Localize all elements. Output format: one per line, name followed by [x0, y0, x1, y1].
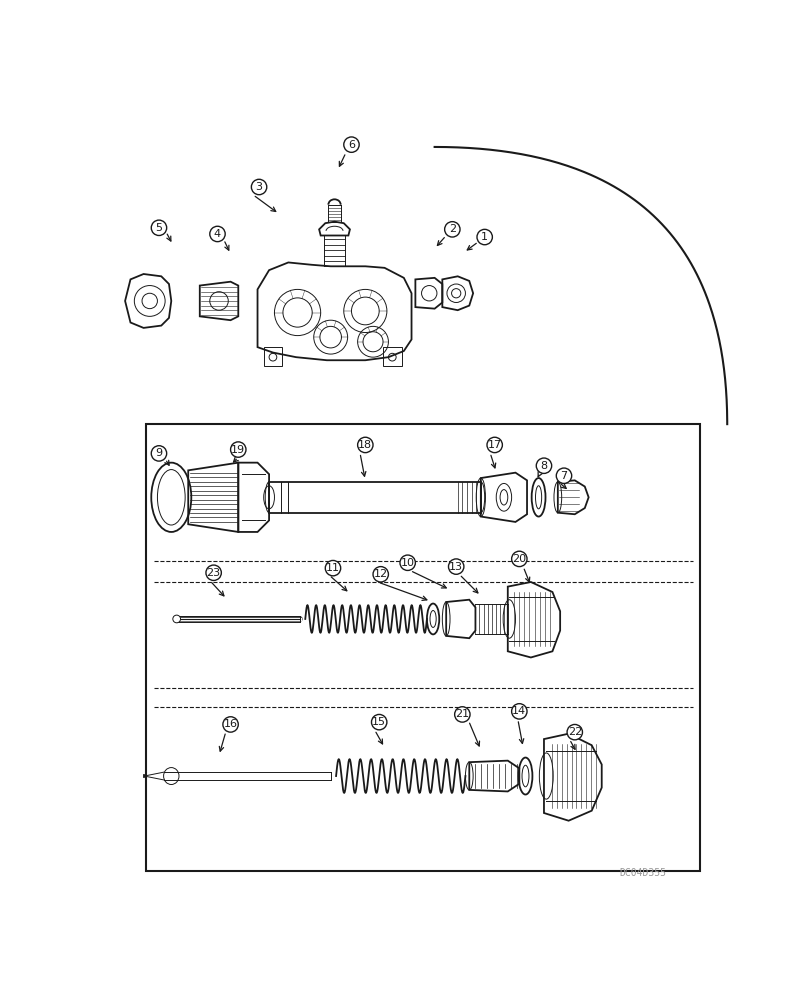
Circle shape	[371, 714, 386, 730]
Text: 5: 5	[155, 223, 162, 233]
Circle shape	[444, 222, 460, 237]
Circle shape	[151, 446, 166, 461]
Text: 13: 13	[448, 562, 462, 572]
Text: 22: 22	[567, 727, 581, 737]
Text: 17: 17	[487, 440, 501, 450]
Text: 16: 16	[223, 719, 238, 729]
Text: 6: 6	[348, 140, 354, 150]
Circle shape	[325, 560, 341, 576]
Circle shape	[222, 717, 238, 732]
Text: 10: 10	[400, 558, 414, 568]
Circle shape	[487, 437, 502, 453]
Text: 18: 18	[358, 440, 372, 450]
Circle shape	[206, 565, 221, 580]
Text: 12: 12	[373, 569, 388, 579]
Text: 8: 8	[540, 461, 547, 471]
Text: 21: 21	[455, 709, 469, 719]
Text: 1: 1	[481, 232, 487, 242]
Text: 11: 11	[325, 563, 340, 573]
Circle shape	[400, 555, 415, 570]
Text: 9: 9	[155, 448, 162, 458]
Bar	[268, 482, 480, 513]
Text: 23: 23	[206, 568, 221, 578]
Circle shape	[535, 458, 551, 473]
Text: 3: 3	[255, 182, 262, 192]
Circle shape	[343, 137, 358, 152]
Text: 19: 19	[231, 445, 245, 455]
Text: 14: 14	[512, 706, 526, 716]
Text: 20: 20	[512, 554, 526, 564]
Circle shape	[566, 724, 581, 740]
Circle shape	[448, 559, 463, 574]
Text: 2: 2	[448, 224, 455, 234]
Circle shape	[372, 567, 388, 582]
Circle shape	[511, 551, 526, 567]
Circle shape	[454, 707, 470, 722]
Circle shape	[357, 437, 372, 453]
Text: DC04D355: DC04D355	[618, 868, 665, 878]
Circle shape	[511, 704, 526, 719]
Circle shape	[151, 220, 166, 235]
Circle shape	[556, 468, 571, 483]
Circle shape	[209, 226, 225, 242]
Circle shape	[476, 229, 491, 245]
Circle shape	[251, 179, 267, 195]
Circle shape	[230, 442, 246, 457]
Circle shape	[173, 615, 180, 623]
Text: 7: 7	[560, 471, 567, 481]
Text: 4: 4	[213, 229, 221, 239]
Text: 15: 15	[371, 717, 386, 727]
Bar	[146, 424, 699, 871]
